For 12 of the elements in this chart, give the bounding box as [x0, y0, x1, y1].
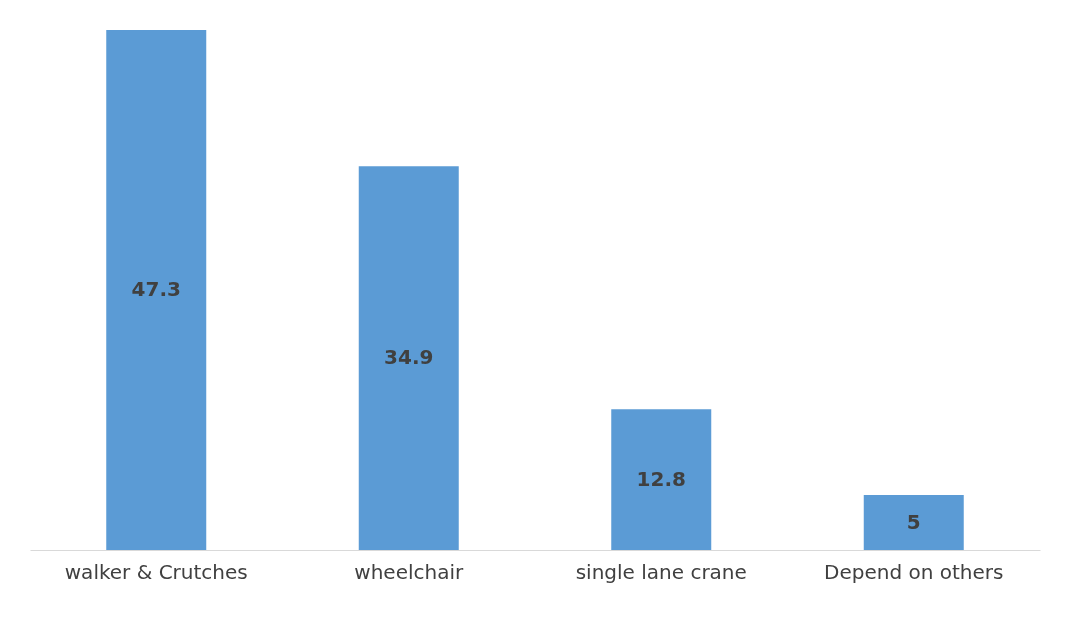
bar: [611, 409, 712, 550]
x-tick-label: wheelchair: [354, 559, 464, 584]
x-tick-label: Depend on others: [824, 559, 1004, 584]
data-label: 34.9: [384, 345, 434, 370]
x-tick-label: walker & Crutches: [64, 559, 248, 584]
data-label: 5: [906, 509, 921, 534]
bar: [106, 30, 207, 550]
data-label: 47.3: [131, 277, 181, 301]
bar: [358, 166, 459, 550]
data-label: 12.8: [636, 466, 686, 491]
bar: [863, 495, 964, 550]
x-tick-label: single lane crane: [575, 559, 747, 584]
